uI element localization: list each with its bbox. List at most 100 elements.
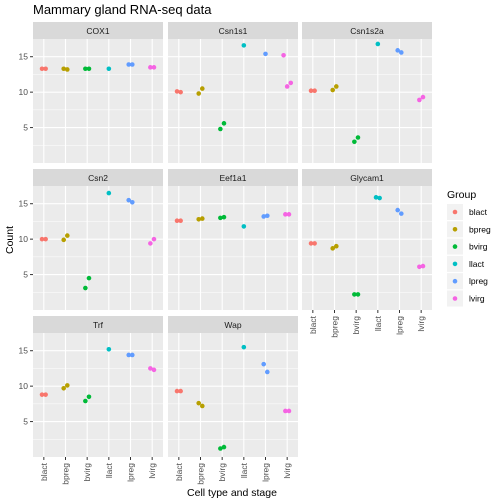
- x-tick-label: lpreg: [261, 463, 271, 482]
- data-point-lpreg: [265, 369, 270, 375]
- facet-strip-label: Csn1s1: [219, 26, 248, 36]
- data-point-blact: [312, 88, 317, 94]
- data-point-bvirg: [83, 285, 88, 291]
- data-point-llact: [106, 190, 112, 196]
- data-point-blact: [43, 236, 48, 242]
- data-point-blact: [39, 236, 45, 242]
- panel-background: [33, 186, 163, 310]
- data-point-llact: [106, 346, 112, 352]
- legend-label-bvirg: bvirg: [469, 242, 488, 252]
- legend-key-llact: [452, 261, 458, 267]
- facet-strip-label: Trf: [93, 320, 104, 330]
- data-point-bvirg: [83, 398, 88, 404]
- data-point-bpreg: [330, 246, 336, 251]
- data-point-blact: [43, 392, 48, 397]
- data-point-blact: [178, 218, 183, 224]
- legend-items: blact bpreg bvirg llact lpreg lvirg: [447, 204, 491, 307]
- data-point-bvirg: [355, 292, 361, 297]
- data-point-llact: [375, 41, 381, 47]
- facet-strip: [168, 169, 298, 186]
- data-point-bpreg: [196, 91, 201, 96]
- legend-key-lpreg: [452, 278, 458, 284]
- legend-key-bvirg: [452, 244, 458, 249]
- facet-strip-label: Wap: [224, 320, 241, 330]
- legend-label-lvirg: lvirg: [469, 294, 485, 304]
- data-point-bpreg: [330, 87, 336, 93]
- data-point-bpreg: [334, 243, 339, 249]
- data-point-lpreg: [263, 51, 268, 57]
- data-point-lvirg: [283, 408, 288, 414]
- data-point-lpreg: [261, 361, 267, 367]
- data-point-bvirg: [221, 444, 227, 450]
- facet-strip-label: Eef1a1: [220, 173, 247, 183]
- data-point-bpreg: [61, 385, 66, 391]
- data-point-bvirg: [355, 135, 361, 140]
- x-tick-label: bpreg: [61, 463, 71, 485]
- y-tick-label: 5: [23, 270, 28, 280]
- data-point-bvirg: [218, 126, 223, 132]
- facet-strip: [33, 316, 163, 333]
- panel-background: [302, 186, 432, 310]
- data-point-bvirg: [86, 275, 92, 281]
- facet-panel-glycam1: Glycam1 blact bpreg bvirg llact lpreg lvirg: [302, 169, 432, 338]
- data-point-bvirg: [221, 121, 227, 126]
- facet-panel-wap: Wap blact bpreg bvirg llact lpreg lvirg: [168, 316, 298, 485]
- data-point-lvirg: [151, 367, 157, 373]
- chart-title: Mammary gland RNA-seq data: [33, 2, 212, 17]
- data-point-llact: [241, 224, 247, 229]
- data-point-bpreg: [196, 217, 201, 222]
- y-tick-label: 10: [19, 87, 29, 97]
- data-point-blact: [174, 89, 180, 94]
- data-point-bvirg: [352, 139, 357, 145]
- data-point-blact: [312, 241, 317, 246]
- data-point-lvirg: [283, 212, 288, 217]
- legend-key-bpreg: [452, 227, 458, 232]
- x-tick-label: lpreg: [126, 463, 136, 482]
- facet-strip-label: Csn1s2a: [350, 26, 384, 36]
- data-point-lvirg: [417, 97, 422, 103]
- data-point-lpreg: [126, 62, 131, 67]
- data-point-bvirg: [221, 214, 227, 220]
- panel-background: [33, 333, 163, 457]
- panel-background: [168, 333, 298, 457]
- x-tick-label: lvirg: [147, 463, 157, 479]
- legend-label-blact: blact: [469, 207, 488, 217]
- data-point-bpreg: [61, 237, 66, 243]
- data-point-lvirg: [148, 241, 153, 246]
- data-point-llact: [241, 43, 247, 48]
- x-tick-label: llact: [373, 315, 383, 331]
- x-tick-label: lvirg: [282, 463, 292, 479]
- legend-label-llact: llact: [469, 259, 485, 269]
- legend-label-lpreg: lpreg: [469, 276, 488, 286]
- x-tick-label: blact: [39, 462, 49, 481]
- panel-background: [33, 39, 163, 163]
- legend-label-bpreg: bpreg: [469, 224, 491, 234]
- facet-strip: [302, 169, 432, 186]
- legend-key-blact: [452, 209, 458, 215]
- x-tick-label: bpreg: [330, 316, 340, 338]
- data-point-llact: [241, 344, 247, 350]
- data-point-lvirg: [151, 65, 157, 70]
- data-point-bpreg: [65, 67, 70, 72]
- data-point-bvirg: [218, 215, 223, 221]
- data-point-bvirg: [86, 66, 92, 72]
- facet-strip: [168, 316, 298, 333]
- data-point-lpreg: [130, 199, 135, 205]
- y-tick-label: 10: [19, 234, 29, 244]
- facet-strip: [33, 169, 163, 186]
- x-tick-label: bvirg: [351, 316, 361, 335]
- legend-key-lvirg: [452, 296, 458, 301]
- facet-strip-label: COX1: [86, 26, 109, 36]
- data-point-blact: [39, 392, 45, 397]
- data-point-lvirg: [286, 212, 292, 217]
- data-point-blact: [178, 388, 183, 394]
- facet-panel-csn1s2a: Csn1s2a: [302, 22, 432, 163]
- panel-background: [168, 39, 298, 163]
- y-tick-label: 15: [19, 346, 29, 356]
- x-tick-label: llact: [239, 462, 249, 478]
- x-tick-label: bvirg: [82, 463, 92, 482]
- data-point-bpreg: [200, 216, 205, 221]
- data-point-bpreg: [65, 233, 70, 238]
- data-point-lpreg: [130, 62, 135, 67]
